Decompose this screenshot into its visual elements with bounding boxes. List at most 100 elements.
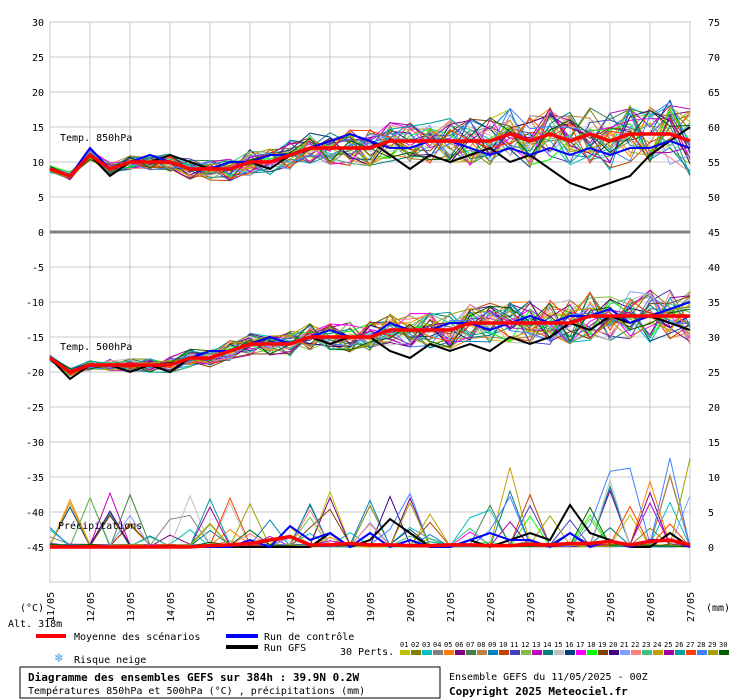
pert-swatch xyxy=(477,650,487,655)
pert-swatch xyxy=(675,650,685,655)
left-tick-label: -5 xyxy=(32,263,44,274)
panel-label-t500: Temp. 500hPa xyxy=(60,342,132,353)
pert-swatch xyxy=(587,650,597,655)
x-tick-label: 27/05 xyxy=(686,592,697,622)
member-line-t500 xyxy=(49,299,691,377)
x-tick-label: 13/05 xyxy=(126,592,137,622)
left-tick-label: -10 xyxy=(26,298,44,309)
right-tick-label: 70 xyxy=(708,53,720,64)
series-line-t500 xyxy=(48,314,690,374)
x-tick-label: 19/05 xyxy=(366,592,377,622)
pert-swatch xyxy=(543,650,553,655)
left-tick-label: -25 xyxy=(26,403,44,414)
chart-subtitle: Températures 850hPa et 500hPa (°C) , pré… xyxy=(28,685,365,697)
copyright: Copyright 2025 Meteociel.fr xyxy=(449,685,628,698)
left-tick-label: 15 xyxy=(32,123,44,134)
right-tick-label: 10 xyxy=(708,473,720,484)
pert-number: 19 xyxy=(598,641,606,649)
right-tick-label: 25 xyxy=(708,368,720,379)
pert-number: 29 xyxy=(708,641,716,649)
panel-label-precip: Précipitations xyxy=(58,520,142,532)
x-axis-labels: 11/05 12/05 13/05 14/05 15/05 16/05 17/05 18/05… xyxy=(46,592,697,622)
pert-swatch xyxy=(444,650,454,655)
series-line-t850 xyxy=(49,132,691,179)
left-tick-label: 0 xyxy=(38,228,44,239)
pert-number: 27 xyxy=(686,641,694,649)
panel-label-t850: Temp. 850hPa xyxy=(60,133,132,144)
left-tick-label: 30 xyxy=(32,18,44,29)
run-info: Ensemble GEFS du 11/05/2025 - 00Z xyxy=(449,672,648,683)
right-tick-label: 45 xyxy=(708,228,720,239)
right-tick-label: 65 xyxy=(708,88,720,99)
legend-snow-label: Risque neige xyxy=(74,655,146,666)
main-series xyxy=(48,126,691,549)
right-tick-label: 30 xyxy=(708,333,720,344)
pert-number: 07 xyxy=(466,641,474,649)
pert-swatch xyxy=(565,650,575,655)
pert-swatch xyxy=(466,650,476,655)
legend-control-label: Run de contrôle xyxy=(264,631,354,643)
member-line-t500 xyxy=(49,305,691,374)
x-tick-label: 18/05 xyxy=(326,592,337,622)
pert-number: 15 xyxy=(554,641,562,649)
member-line-t500 xyxy=(49,297,691,373)
pert-swatch xyxy=(664,650,674,655)
pert-number: 01 xyxy=(400,641,408,649)
pert-number: 23 xyxy=(642,641,650,649)
pert-number: 06 xyxy=(455,641,463,649)
snowflake-icon: ❄ xyxy=(54,651,64,665)
pert-number: 08 xyxy=(477,641,485,649)
pert-number: 20 xyxy=(609,641,617,649)
pert-swatch xyxy=(554,650,564,655)
x-tick-label: 11/05 xyxy=(46,592,57,622)
pert-number: 09 xyxy=(488,641,496,649)
pert-swatch xyxy=(697,650,707,655)
pert-swatch xyxy=(708,650,718,655)
perturbation-legend: 01 02 03 04 05 06 07 08 09 10 11 12 13 14 15 16 17 18 19 20… xyxy=(400,641,729,655)
x-tick-label: 26/05 xyxy=(646,592,657,622)
x-tick-label: 22/05 xyxy=(486,592,497,622)
right-tick-label: 5 xyxy=(708,508,714,519)
x-tick-label: 25/05 xyxy=(606,592,617,622)
pert-swatch xyxy=(576,650,586,655)
pert-swatch xyxy=(620,650,630,655)
pert-number: 17 xyxy=(576,641,584,649)
left-tick-label: -20 xyxy=(26,368,44,379)
pert-number: 28 xyxy=(697,641,705,649)
left-tick-label: 25 xyxy=(32,53,44,64)
pert-number: 24 xyxy=(653,641,661,649)
x-tick-label: 17/05 xyxy=(286,592,297,622)
left-tick-label: -30 xyxy=(26,438,44,449)
right-tick-label: 50 xyxy=(708,193,720,204)
x-tick-label: 21/05 xyxy=(446,592,457,622)
right-axis-unit: (mm) xyxy=(706,603,730,614)
right-tick-label: 75 xyxy=(708,18,720,29)
left-tick-label: -35 xyxy=(26,473,44,484)
pert-swatch xyxy=(411,650,421,655)
member-line-t500 xyxy=(49,302,691,373)
right-tick-label: 60 xyxy=(708,123,720,134)
left-axis-unit: (°C) xyxy=(20,603,44,614)
right-tick-label: 0 xyxy=(708,543,714,554)
pert-number: 03 xyxy=(422,641,430,649)
x-tick-label: 14/05 xyxy=(166,592,177,622)
left-axis-ticks: 30 25 20 15 10 5 0 -5 -10 -15 -20 -25 -30 -35 -40 -45 xyxy=(26,18,44,554)
altitude-label: Alt. 318m xyxy=(8,619,62,630)
pert-swatch xyxy=(642,650,652,655)
pert-swatch xyxy=(488,650,498,655)
pert-number: 14 xyxy=(543,641,551,649)
pert-number: 13 xyxy=(532,641,540,649)
pert-number: 02 xyxy=(411,641,419,649)
pert-swatch xyxy=(532,650,542,655)
pert-number: 05 xyxy=(444,641,452,649)
right-tick-label: 35 xyxy=(708,298,720,309)
x-tick-label: 20/05 xyxy=(406,592,417,622)
pert-number: 22 xyxy=(631,641,639,649)
left-tick-label: -15 xyxy=(26,333,44,344)
x-tick-label: 24/05 xyxy=(566,592,577,622)
pert-swatch xyxy=(609,650,619,655)
left-tick-label: -40 xyxy=(26,508,44,519)
x-tick-label: 16/05 xyxy=(246,592,257,622)
legend-mean-label: Moyenne des scénarios xyxy=(74,631,200,643)
pert-swatch xyxy=(653,650,663,655)
